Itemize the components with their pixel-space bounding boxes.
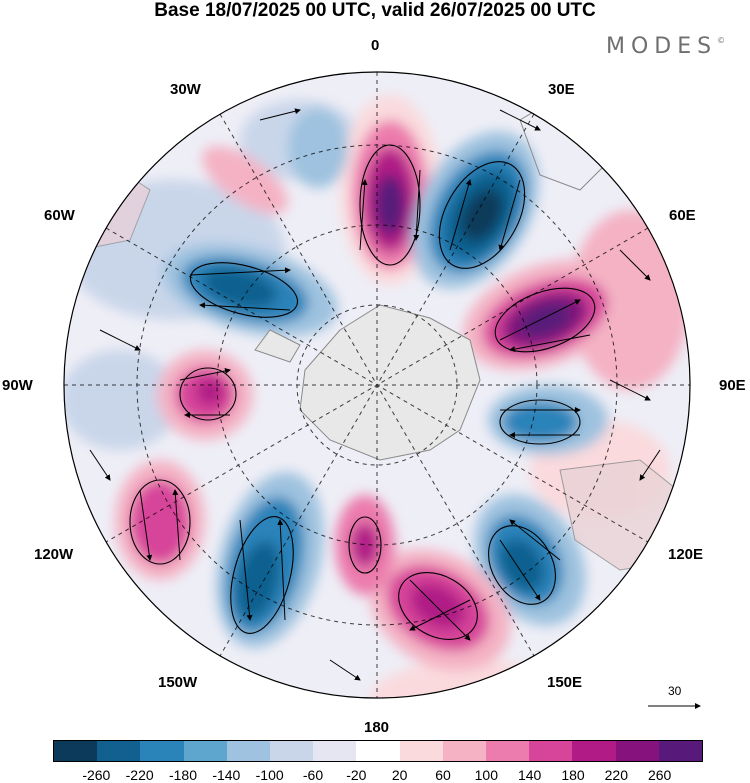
colorbar-swatch (658, 741, 703, 761)
colorbar-swatch (313, 741, 357, 761)
colorbar-swatch (140, 741, 184, 761)
colorbar-tick-label: 260 (647, 767, 672, 783)
lon-label-180: 180 (364, 719, 390, 736)
colorbar-swatch (54, 741, 98, 761)
colorbar-tick-label: 180 (561, 767, 585, 783)
lon-label-30e: 30E (548, 81, 575, 98)
colorbar-tick-label: 60 (435, 767, 451, 783)
brand-name: MODES (606, 34, 718, 59)
colorbar-swatch (270, 741, 314, 761)
colorbar-swatch (226, 741, 271, 761)
lon-label-90w: 90W (2, 377, 33, 394)
colorbar-tick-label: -140 (212, 767, 241, 783)
lon-label-120e: 120E (668, 546, 704, 563)
colorbar-tick-label: -100 (255, 767, 284, 783)
colorbar-tick-label: -260 (82, 767, 111, 783)
colorbar-swatch (97, 741, 141, 761)
colorbar-swatch (356, 741, 400, 761)
colorbar-tick-label: -220 (125, 767, 154, 783)
contours (129, 144, 596, 640)
brand-mark: © (717, 36, 726, 45)
antarctic-peninsula (254, 329, 301, 363)
colorbar-tick-label: 220 (604, 767, 629, 783)
colorbar-tick-label: -60 (302, 767, 324, 783)
colorbar-tick-label: 100 (474, 767, 499, 783)
map-title: Base 18/07/2025 00 UTC, valid 26/07/2025… (154, 0, 596, 21)
lon-label-60w: 60W (44, 207, 75, 224)
wind-vectors (89, 108, 661, 681)
reference-vector-value: 30 (668, 684, 682, 698)
antarctica-landmass (299, 304, 481, 461)
lon-label-150e: 150E (547, 674, 583, 691)
colorbar-swatch (183, 741, 227, 761)
colorbar-swatch (399, 741, 443, 761)
colorbar-tick-label: -180 (168, 767, 198, 783)
graticule (64, 72, 690, 698)
colorbar-swatch (442, 741, 487, 761)
lon-label-90e: 90E (719, 377, 746, 394)
colorbar-swatch (529, 741, 573, 761)
colorbar-swatch (615, 741, 659, 761)
colorbar-tick-label: 140 (517, 767, 542, 783)
modes-logo: MODES© (606, 34, 725, 59)
lon-label-60e: 60E (669, 207, 696, 224)
colorbar-tick-label: 20 (391, 767, 408, 783)
lon-label-30w: 30W (170, 81, 201, 98)
lon-label-0: 0 (371, 37, 380, 54)
map-border (63, 71, 691, 699)
colorbar-tick-label: -20 (346, 767, 367, 783)
colorbar-swatch (486, 741, 530, 761)
lon-label-120w: 120W (34, 546, 74, 563)
colorbar (53, 740, 703, 762)
lon-label-150w: 150W (158, 674, 198, 691)
colorbar-swatch (572, 741, 616, 761)
